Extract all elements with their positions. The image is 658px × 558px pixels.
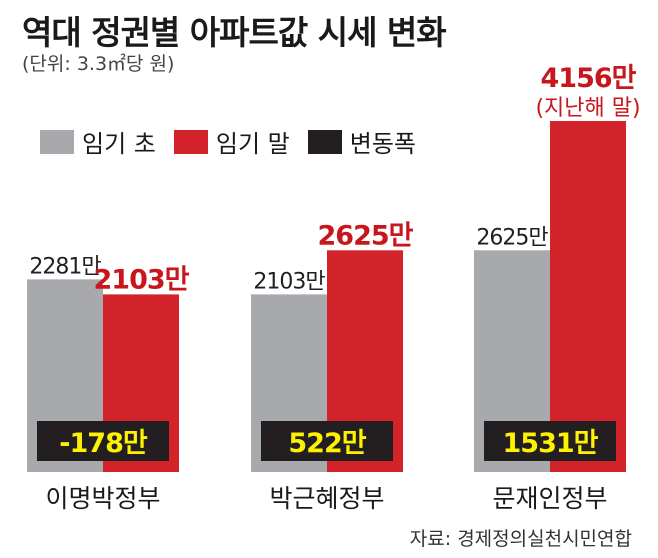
label-start-2: 2625만: [476, 225, 548, 250]
legend: 임기 초 임기 말 변동폭: [40, 124, 434, 159]
bar-end-2: [550, 121, 626, 472]
legend-label-start: 임기 초: [82, 130, 156, 158]
category-label-1: 박근혜정부: [269, 484, 384, 513]
category-label-2: 문재인정부: [492, 484, 607, 513]
change-box-0: [37, 421, 169, 461]
change-box-2: [484, 421, 616, 461]
legend-item-start: 임기 초: [40, 124, 156, 159]
unit-note: (단위: 3.3㎡당 원): [22, 53, 175, 75]
legend-item-change: 변동폭: [307, 124, 416, 159]
label-end-2: 4156만: [541, 63, 637, 94]
legend-label-change: 변동폭: [349, 130, 416, 158]
change-label-0: -178만: [59, 428, 148, 459]
label-end-0: 2103만: [94, 264, 190, 295]
change-box-1: [261, 421, 393, 461]
annotation-2: (지난해 말): [535, 96, 640, 121]
legend-label-end: 임기 말: [215, 130, 290, 158]
legend-swatch-start: [40, 129, 74, 154]
change-label-2: 1531만: [503, 428, 599, 459]
chart-title: 역대 정권별 아파트값 시세 변화: [22, 13, 447, 52]
change-label-1: 522만: [288, 428, 366, 459]
label-start-0: 2281만: [29, 254, 101, 279]
label-start-1: 2103만: [253, 269, 325, 294]
legend-item-end: 임기 말: [173, 124, 290, 159]
category-label-0: 이명박정부: [45, 484, 160, 513]
legend-swatch-end: [173, 129, 208, 154]
label-end-1: 2625만: [318, 220, 414, 251]
legend-swatch-change: [307, 129, 342, 154]
source-note: 자료: 경제정의실천시민연합: [409, 528, 632, 550]
